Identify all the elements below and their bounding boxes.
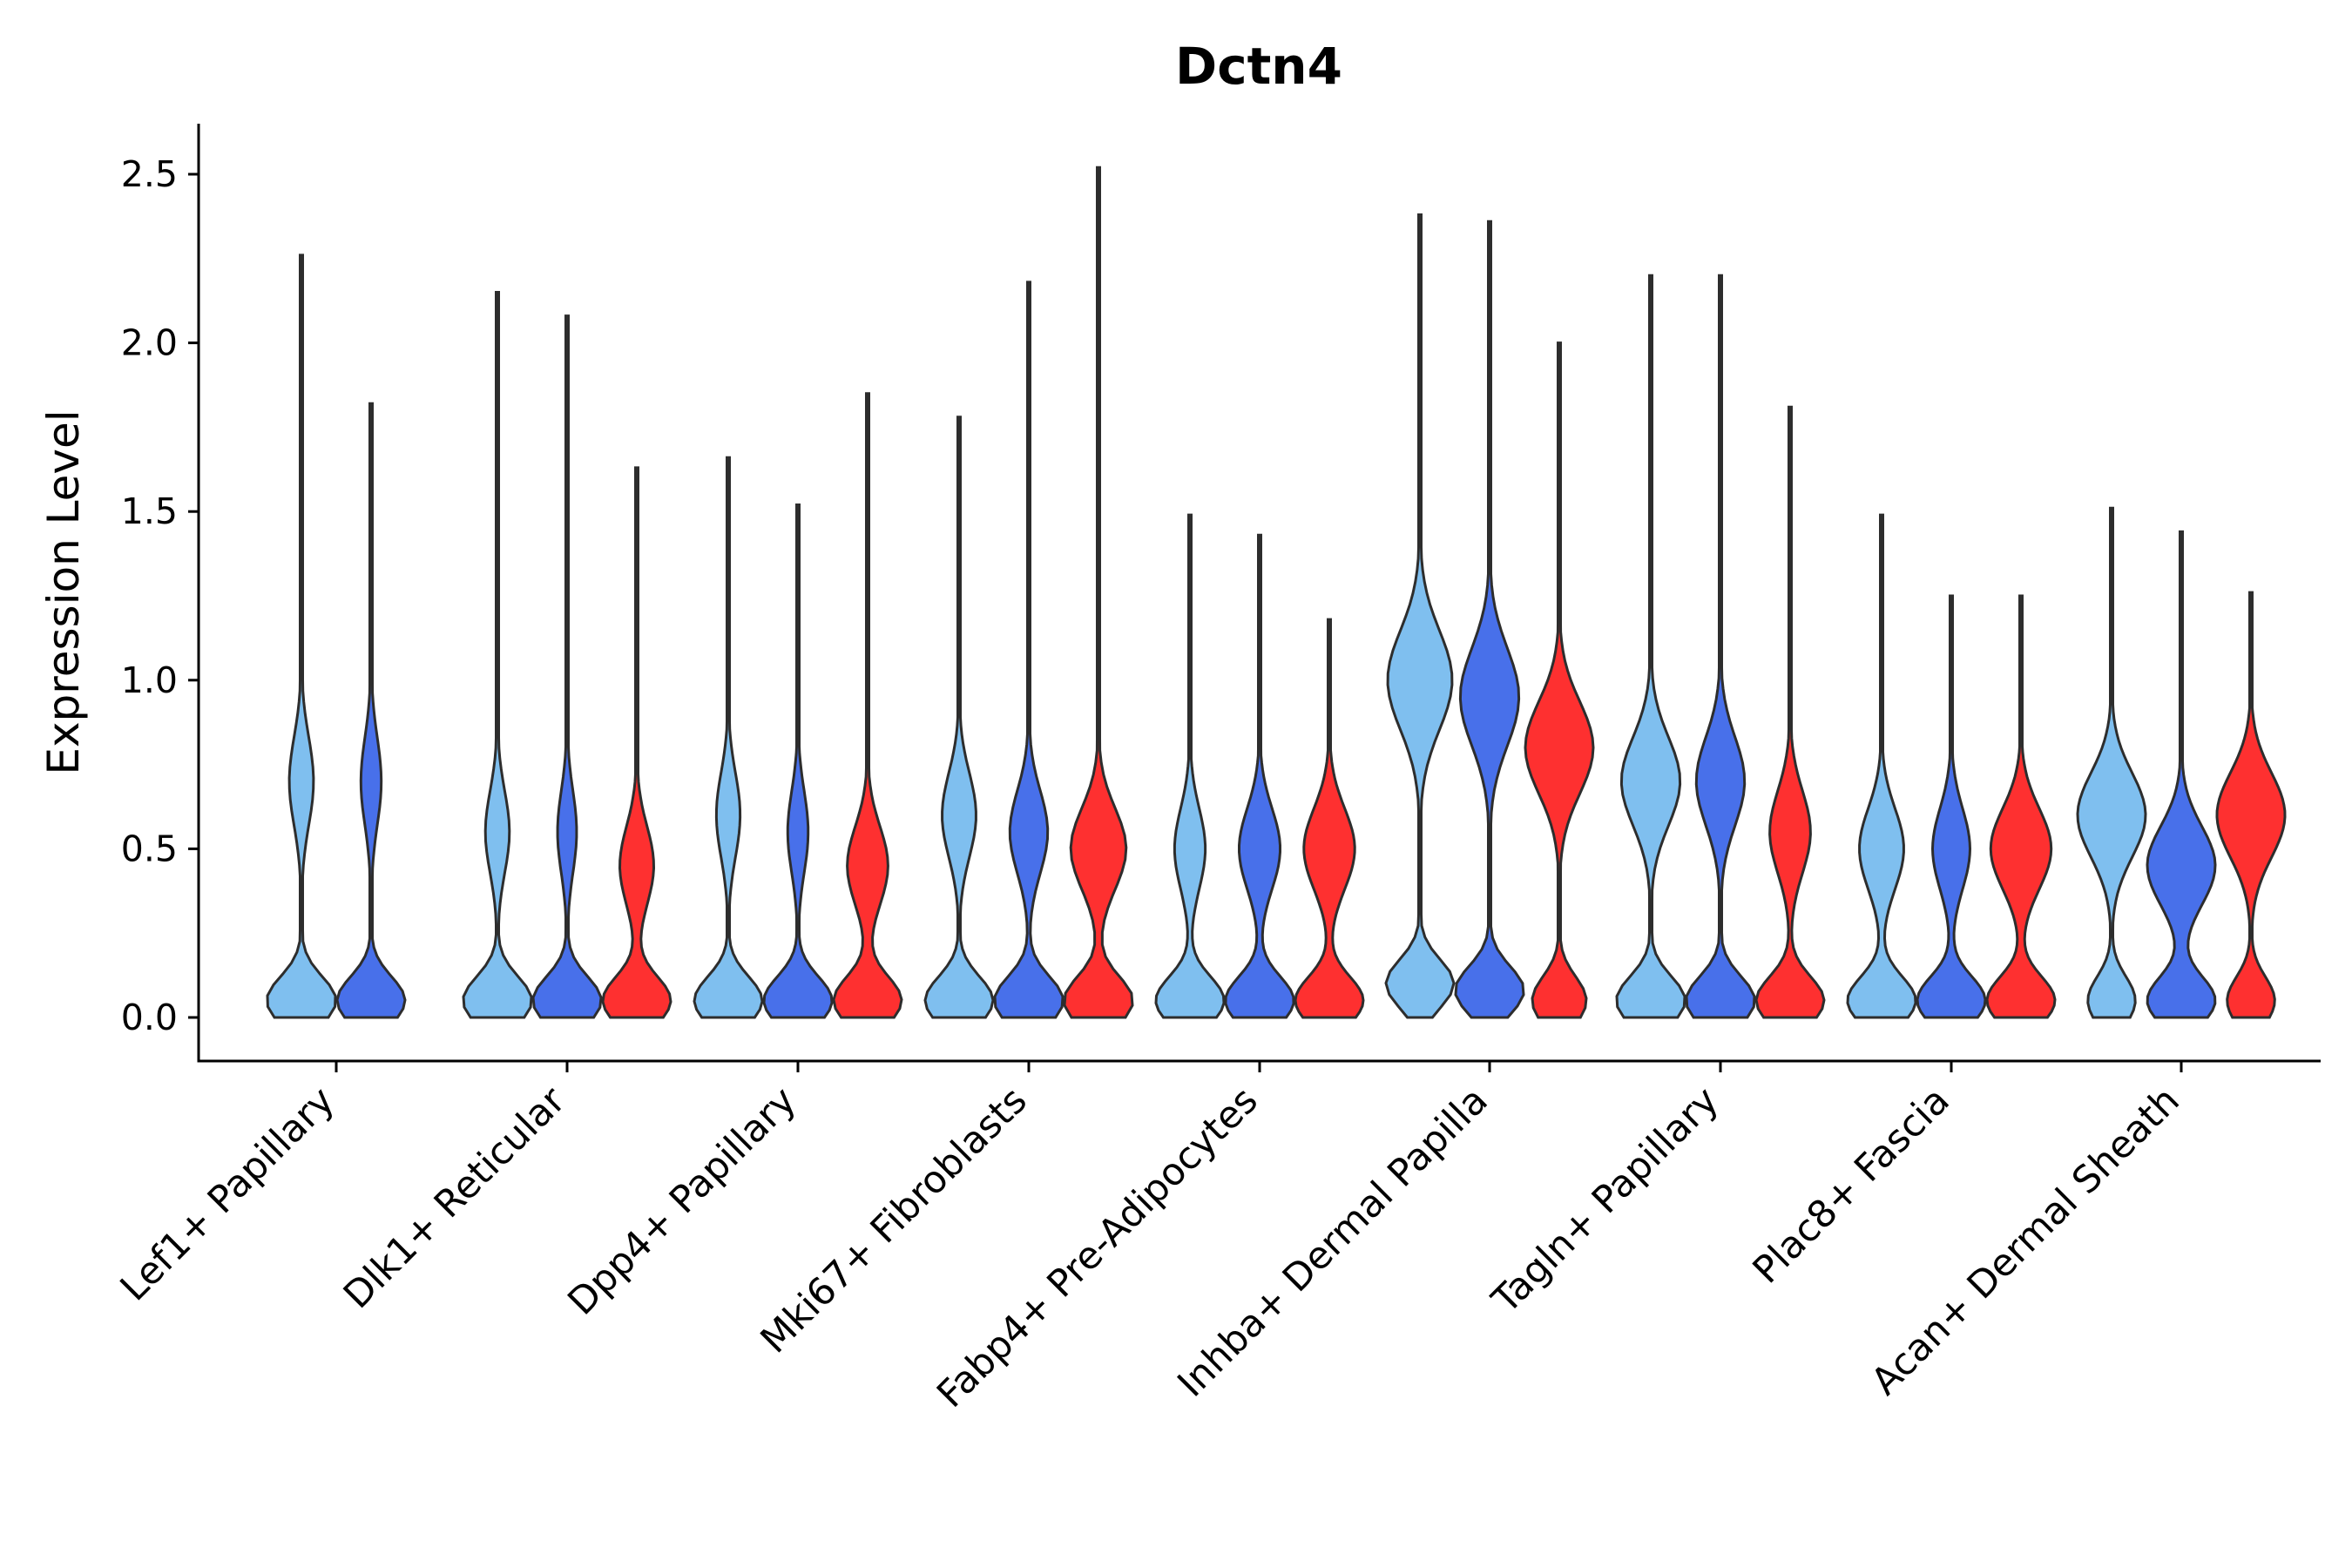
y-tick-label: 0.5 (121, 828, 178, 869)
y-tick-label: 1.0 (121, 659, 178, 701)
violin-4-0 (1154, 513, 1226, 1019)
y-tick-label: 2.0 (121, 322, 178, 364)
y-tick-label: 2.5 (121, 153, 178, 195)
violin-6-0 (1615, 274, 1686, 1019)
violin-1-2 (601, 466, 672, 1019)
violin-8-0 (2076, 506, 2147, 1019)
violin-7-2 (1985, 594, 2057, 1019)
violin-3-0 (923, 416, 995, 1019)
violin-0-0 (266, 253, 337, 1019)
violin-1-1 (531, 314, 603, 1019)
violin-7-1 (1916, 594, 1987, 1019)
violins-layer (266, 166, 2287, 1019)
violin-3-2 (1063, 166, 1134, 1019)
x-tick-label: Tagln+ Papillary (1484, 1078, 1727, 1322)
violin-5-0 (1384, 213, 1456, 1019)
y-ticks: 0.0 0.5 1.0 1.5 2.0 2.5 (121, 153, 199, 1038)
chart-title: Dctn4 (1175, 37, 1342, 96)
violin-8-2 (2215, 591, 2287, 1019)
x-tick-label: Mki67+ Fibroblasts (753, 1078, 1036, 1362)
violin-8-1 (2146, 530, 2217, 1019)
violin-2-2 (832, 392, 903, 1019)
y-tick-label: 0.0 (121, 997, 178, 1038)
violin-2-0 (693, 456, 764, 1019)
x-tick-label: Lef1+ Papillary (112, 1078, 343, 1309)
y-tick-label: 1.5 (121, 490, 178, 532)
violin-3-1 (993, 280, 1064, 1019)
x-tick-label: Dlk1+ Reticular (335, 1078, 574, 1317)
violin-5-1 (1454, 220, 1525, 1019)
violin-4-2 (1294, 618, 1365, 1019)
violin-4-1 (1224, 533, 1295, 1019)
violin-6-2 (1754, 405, 1826, 1019)
violin-5-2 (1524, 341, 1595, 1019)
violin-1-0 (462, 291, 533, 1019)
violin-7-0 (1846, 513, 1917, 1019)
violin-0-1 (335, 402, 407, 1019)
x-tick-label: Plac8+ Fascia (1745, 1078, 1958, 1292)
violin-2-1 (762, 504, 834, 1019)
y-axis-label: Expression Level (38, 409, 89, 774)
x-tick-label: Dpp4+ Papillary (560, 1078, 805, 1323)
violin-6-1 (1685, 274, 1756, 1019)
